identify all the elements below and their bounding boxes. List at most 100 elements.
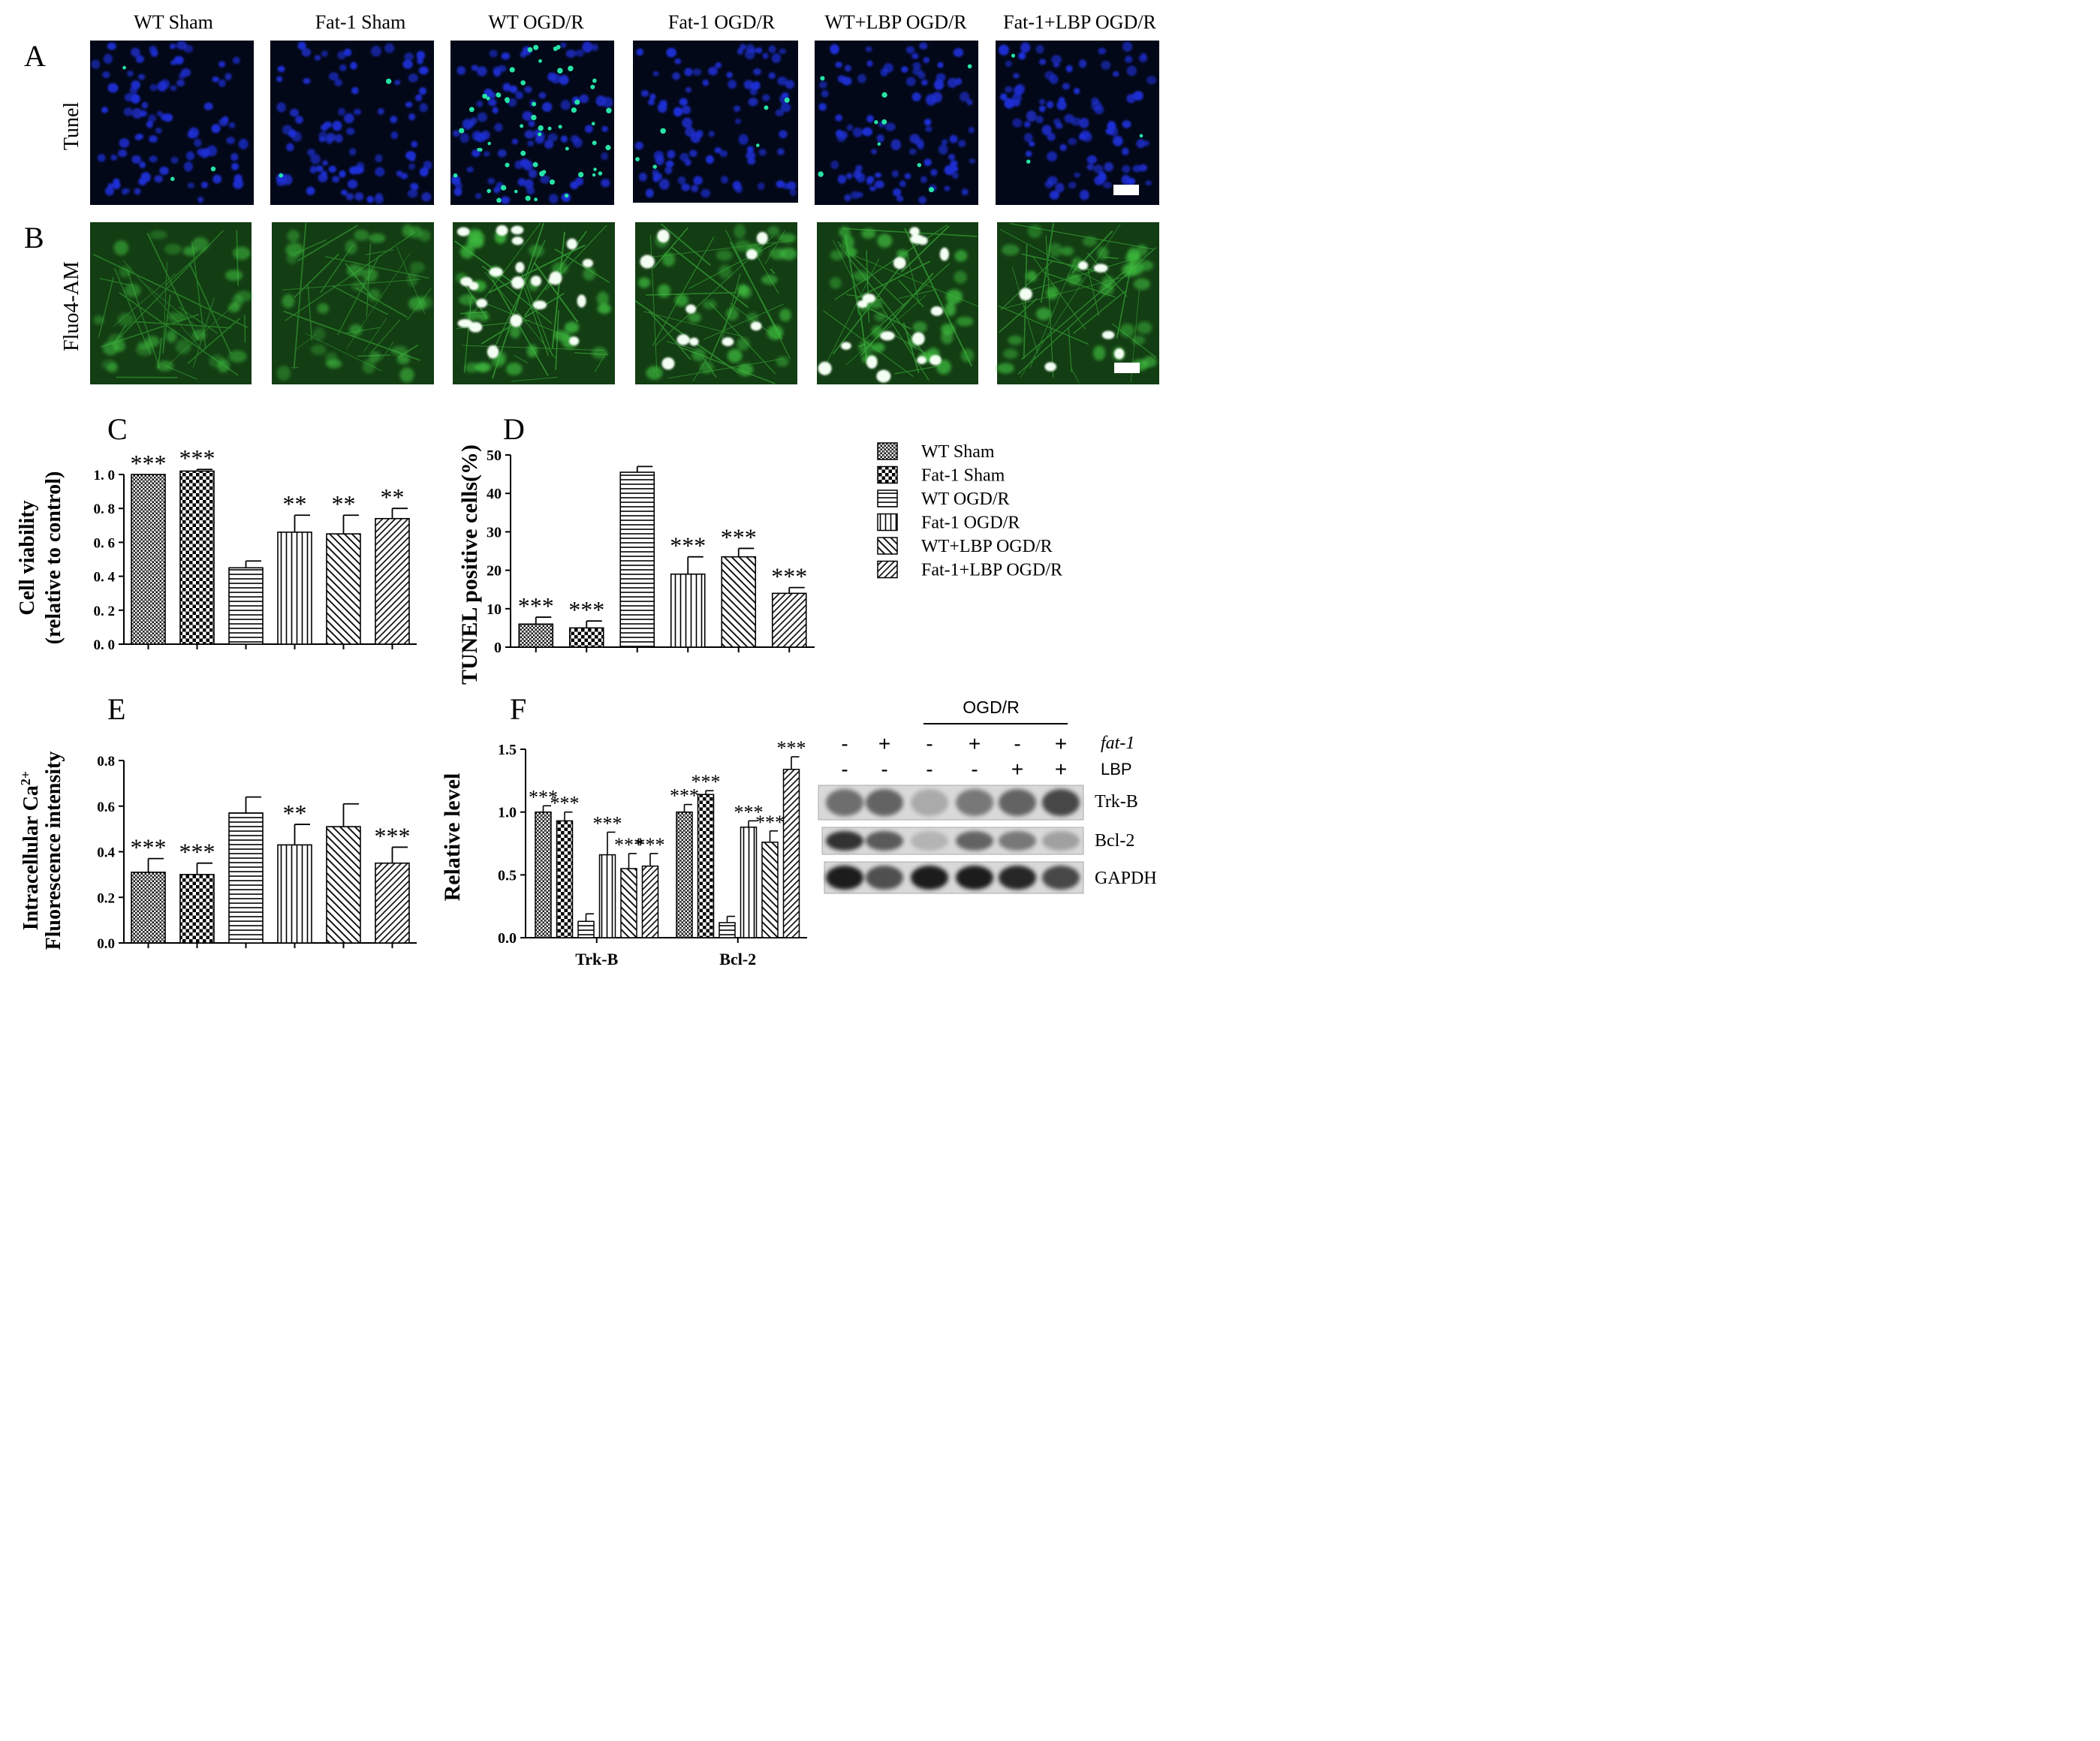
blot-band xyxy=(956,789,993,816)
blot-band xyxy=(911,831,948,851)
y-axis-label: Cell viability xyxy=(16,500,39,615)
y-axis-label: Relative level xyxy=(440,773,465,902)
blot-band xyxy=(1042,831,1080,851)
significance-label: *** xyxy=(568,596,604,623)
fluo-image xyxy=(272,222,434,384)
bar-group: ** xyxy=(326,490,361,649)
bar xyxy=(620,868,637,938)
lbp-sign: - xyxy=(841,758,848,781)
bar xyxy=(782,769,800,938)
y-tick-label: 0.8 xyxy=(97,754,115,770)
category-group: ***************Bcl-2 xyxy=(670,737,806,968)
panel-letter-a: A xyxy=(24,39,46,73)
blot-band xyxy=(911,866,948,890)
y-axis-label-line2: Fluorescence intensity xyxy=(42,752,65,950)
y-tick-label: 0.0 xyxy=(498,930,517,947)
bar xyxy=(277,532,312,645)
blot-band xyxy=(866,831,903,851)
bar-group: ** xyxy=(277,800,312,948)
nuclei xyxy=(818,42,976,204)
bar-group: ** xyxy=(375,483,410,649)
significance-label: *** xyxy=(636,834,665,856)
lbp-sign: + xyxy=(1011,758,1023,781)
tunel-positive-cells xyxy=(453,44,612,203)
bar-group xyxy=(326,803,361,948)
legend-item: Fat-1 OGD/R xyxy=(877,514,1020,533)
significance-label: ** xyxy=(283,490,307,517)
bar xyxy=(619,471,655,648)
significance-label: *** xyxy=(593,812,622,834)
bar xyxy=(326,533,361,645)
lbp-sign: + xyxy=(1055,758,1067,781)
bar-group xyxy=(228,796,264,948)
y-tick-label: 1.5 xyxy=(498,742,517,758)
cell-bodies xyxy=(276,224,432,383)
header-wt-lbp-ogdr: WT+LBP OGD/R xyxy=(824,11,967,33)
bright-cells xyxy=(456,224,594,359)
header-fat1-ogdr: Fat-1 OGD/R xyxy=(668,11,776,33)
tunel-positive-cells xyxy=(635,97,790,169)
significance-label: *** xyxy=(131,834,167,861)
blot-band xyxy=(999,789,1036,816)
legend-item: Fat-1+LBP OGD/R xyxy=(877,561,1062,580)
tunel-image xyxy=(450,41,614,205)
fat1-sign: + xyxy=(878,732,890,755)
y-tick-label: 10 xyxy=(487,601,502,618)
x-tick-label: Bcl-2 xyxy=(719,950,756,968)
significance-label: *** xyxy=(777,737,806,759)
bright-cells xyxy=(640,229,768,370)
y-axis-label-line2: (relative to control) xyxy=(42,471,65,645)
legend-item: WT+LBP OGD/R xyxy=(877,537,1053,556)
bar-group: *** xyxy=(179,444,215,649)
y-tick-label: 0.0 xyxy=(97,936,115,952)
significance-label: *** xyxy=(179,444,215,471)
blot-band xyxy=(826,789,863,816)
tunel-image xyxy=(90,41,254,205)
y-tick-label: 1. 0 xyxy=(94,468,116,483)
legend-label: WT+LBP OGD/R xyxy=(921,537,1053,556)
significance-label: *** xyxy=(670,785,699,807)
bar-group: *** xyxy=(131,450,167,649)
significance-label: *** xyxy=(670,532,706,559)
bar-group: *** xyxy=(518,592,554,652)
tunel-image xyxy=(815,41,978,205)
legend-label: Fat-1 OGD/R xyxy=(921,514,1020,533)
legend-item: WT Sham xyxy=(877,442,995,462)
legend-item: WT OGD/R xyxy=(877,489,1010,509)
nuclei xyxy=(91,41,249,203)
chart-tunel-positive: 0 10 20 30 40 50 *** *** *** *** *** TUNEL positive… xyxy=(457,444,815,685)
blot-strip: GAPDH xyxy=(824,861,1157,894)
panel-letter-b: B xyxy=(24,221,44,255)
tunel-positive-cells xyxy=(1011,53,1143,164)
y-tick-label: 0. 4 xyxy=(94,570,116,586)
y-tick-label: 0.6 xyxy=(97,800,115,815)
significance-label: ** xyxy=(283,800,307,827)
nuclei xyxy=(999,41,1157,200)
chart-calcium: 0.00.20.40.60.8*** ********Intracellular … xyxy=(18,752,417,952)
ogdr-label: OGD/R xyxy=(963,697,1019,717)
y-tick-label: 0. 2 xyxy=(94,604,116,619)
fluo4am-images xyxy=(90,222,1159,384)
bar xyxy=(740,826,758,938)
lbp-sign: - xyxy=(971,758,978,781)
header-fat1-lbp-ogdr: Fat-1+LBP OGD/R xyxy=(1003,11,1156,33)
legend: WT Sham Fat-1 Sham WT OGD/R Fat-1 OGD/R WT+L… xyxy=(877,442,1062,580)
bar xyxy=(676,811,693,938)
tunel-positive-cells xyxy=(122,65,216,182)
chart-relative-level: 0.00.51.01.5***************Trk-B********… xyxy=(440,737,807,968)
neurites xyxy=(998,223,1157,384)
y-tick-label: 1.0 xyxy=(498,805,517,821)
legend-label: Fat-1+LBP OGD/R xyxy=(921,561,1062,580)
legend-swatch xyxy=(877,489,898,508)
blot-band xyxy=(956,831,993,851)
category-group: ***************Trk-B xyxy=(529,786,665,968)
panel-letter-f: F xyxy=(510,692,526,726)
lbp-sign: - xyxy=(926,758,932,781)
significance-label: *** xyxy=(179,839,215,866)
bar xyxy=(375,862,410,944)
bar-group xyxy=(228,560,264,649)
group-headers: WT Sham Fat-1 Sham WT OGD/R Fat-1 OGD/R … xyxy=(134,11,1156,33)
bar-group: *** xyxy=(721,523,757,652)
y-tick-label: 40 xyxy=(487,486,502,502)
legend-label: WT Sham xyxy=(921,442,995,462)
